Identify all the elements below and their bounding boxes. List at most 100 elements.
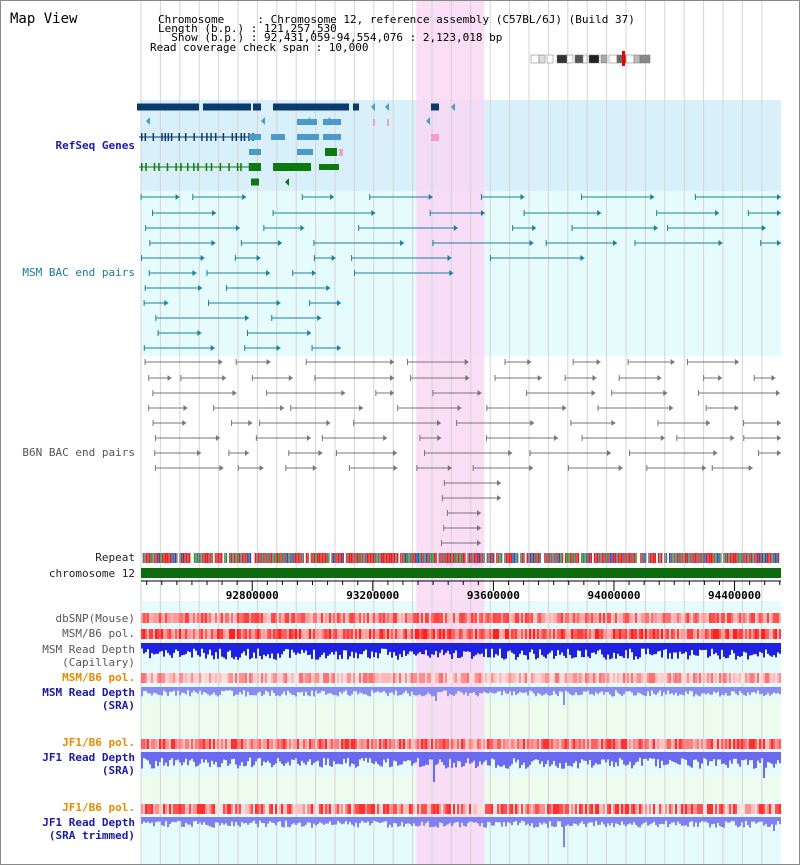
- jf1-pol-cell: [599, 804, 601, 814]
- msm-pol-cell: [285, 629, 287, 639]
- msm-cap-depth-bar: [773, 643, 775, 656]
- gene-exon[interactable]: [323, 134, 341, 140]
- gene-exon[interactable]: [353, 103, 359, 111]
- msm-pol-cell: [237, 629, 239, 639]
- gene-exon[interactable]: [323, 119, 341, 125]
- jf1-pol-cell: [517, 739, 519, 749]
- gene-exon[interactable]: [253, 103, 261, 111]
- jf1-sra-depth-bar: [495, 752, 497, 768]
- jf1-sra-depth-bar: [543, 752, 545, 768]
- ideogram-band: [608, 54, 618, 64]
- gene-exon[interactable]: [325, 148, 337, 156]
- repeat-element: [507, 553, 509, 563]
- jf1-pol-cell: [285, 804, 287, 814]
- track-label-msm-depth-sra[interactable]: MSM Read Depth: [42, 686, 135, 699]
- dbsnp-cell: [721, 613, 723, 623]
- gene-exon[interactable]: [297, 119, 317, 125]
- gene-exon[interactable]: [251, 178, 259, 186]
- msm-sra-depth-bar: [327, 687, 329, 694]
- msm-pol-cell: [253, 629, 255, 639]
- msm-pol-cell: [265, 629, 267, 639]
- jf1-pol-cell: [239, 739, 241, 749]
- jf1-trim-depth-bar: [513, 817, 515, 823]
- repeat-element: [673, 553, 676, 563]
- gene-exon[interactable]: [249, 149, 261, 155]
- track-label-jf1-depth-trim[interactable]: JF1 Read Depth: [42, 816, 135, 829]
- repeat-element: [270, 553, 272, 563]
- track-label-jf1-b6-pol-1[interactable]: JF1/B6 pol.: [62, 736, 135, 749]
- gene-exon[interactable]: [273, 163, 311, 171]
- jf1-sra-depth-bar: [741, 752, 743, 761]
- jf1-pol-cell: [253, 804, 255, 814]
- track-label-msm-depth-cap[interactable]: MSM Read Depth: [42, 643, 135, 656]
- msm-sra-depth-bar: [559, 687, 561, 692]
- jf1-pol-cell: [533, 804, 535, 814]
- jf1-pol-cell: [155, 804, 157, 814]
- msm-cap-depth-bar: [405, 643, 407, 656]
- gene-exon[interactable]: [297, 134, 319, 140]
- msm-sra-depth-bar: [267, 687, 269, 693]
- dbsnp-cell: [267, 613, 269, 623]
- msm-sra-depth-bar: [599, 687, 601, 693]
- gene-exon[interactable]: [319, 164, 339, 170]
- jf1-pol-cell: [527, 739, 529, 749]
- gene-exon[interactable]: [249, 163, 261, 171]
- track-label-refseq[interactable]: RefSeq Genes: [55, 139, 135, 152]
- repeat-element: [544, 553, 546, 563]
- track-label-repeat[interactable]: Repeat: [95, 551, 135, 564]
- track-label-msm-b6-pol-1[interactable]: MSM/B6 pol.: [62, 627, 135, 640]
- gene-exon[interactable]: [203, 103, 251, 111]
- gene-exon[interactable]: [137, 103, 199, 111]
- jf1-pol-cell: [757, 804, 759, 814]
- gene-exon[interactable]: [273, 103, 349, 111]
- msm-sra-depth-bar: [541, 687, 543, 696]
- msm-sra-depth-bar: [311, 687, 313, 691]
- track-label-jf1-depth-sra[interactable]: JF1 Read Depth: [42, 751, 135, 764]
- msm-sra-depth-bar: [375, 687, 377, 693]
- track-label-msm-b6-pol-2[interactable]: MSM/B6 pol.: [62, 671, 135, 684]
- jf1-pol-cell: [509, 804, 511, 814]
- msm-cap-depth-bar: [455, 643, 457, 651]
- msm-pol-cell: [545, 629, 547, 639]
- jf1-pol-cell: [429, 804, 431, 814]
- gene-exon[interactable]: [431, 134, 439, 141]
- bac-end-arrow: [392, 450, 397, 456]
- msm-cap-depth-bar: [307, 643, 309, 656]
- repeat-element: [734, 553, 736, 563]
- jf1-pol-cell: [743, 739, 745, 749]
- track-label-b6n-bac[interactable]: B6N BAC end pairs: [22, 446, 135, 459]
- jf1-pol-cell: [199, 804, 201, 814]
- jf1-sra-depth-bar: [361, 752, 363, 759]
- msm-pol-cell: [653, 629, 655, 639]
- gene-exon[interactable]: [249, 134, 261, 140]
- gene-exon[interactable]: [271, 134, 285, 140]
- jf1-sra-depth-bar: [279, 752, 281, 762]
- gene-exon[interactable]: [297, 149, 313, 155]
- jf1-trim-depth-bar: [485, 817, 487, 828]
- msm-pol-cell: [241, 673, 243, 683]
- jf1-sra-depth-bar: [413, 752, 415, 764]
- jf1-sra-depth-bar: [609, 752, 611, 766]
- track-label-dbsnp[interactable]: dbSNP(Mouse): [55, 612, 135, 625]
- highlight-region[interactable]: [416, 1, 485, 865]
- msm-sra-depth-bar: [181, 687, 183, 693]
- dbsnp-cell: [499, 613, 501, 623]
- track-label-jf1-b6-pol-2[interactable]: JF1/B6 pol.: [62, 801, 135, 814]
- jf1-pol-cell: [147, 804, 149, 814]
- msm-cap-depth-bar: [317, 643, 319, 660]
- track-label-chromosome[interactable]: chromosome 12: [48, 567, 135, 580]
- repeat-element: [742, 553, 744, 563]
- track-label-msm-bac[interactable]: MSM BAC end pairs: [22, 266, 135, 279]
- msm-sra-depth-bar: [489, 687, 491, 693]
- msm-pol-cell: [459, 629, 461, 639]
- msm-pol-cell: [735, 629, 737, 639]
- jf1-pol-cell: [197, 804, 199, 814]
- chromosome-bar[interactable]: [141, 568, 781, 578]
- msm-sra-depth-bar: [589, 687, 591, 695]
- jf1-pol-cell: [527, 804, 529, 814]
- msm-sra-depth-bar: [613, 687, 615, 697]
- msm-cap-depth-bar: [357, 643, 359, 659]
- gene-exon[interactable]: [431, 103, 439, 111]
- jf1-pol-cell: [383, 804, 385, 814]
